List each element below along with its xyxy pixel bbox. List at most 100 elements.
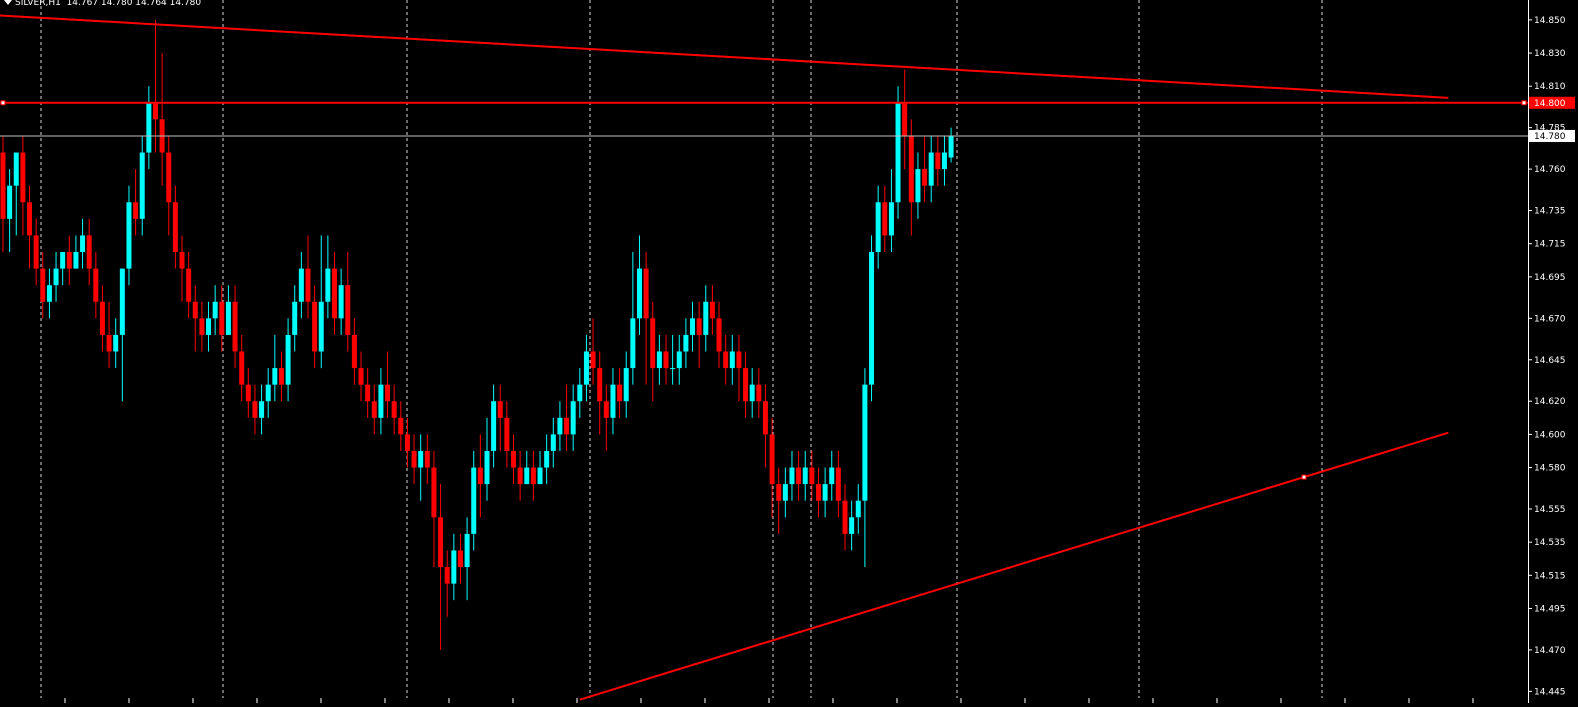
- candle: [769, 417, 775, 518]
- candle-body: [703, 301, 709, 335]
- candle: [126, 185, 132, 286]
- y-tick-label: 14.600: [1534, 430, 1566, 440]
- candle: [206, 301, 212, 352]
- candle-body: [411, 450, 417, 468]
- candle-body: [252, 401, 258, 418]
- candle-body: [225, 301, 231, 335]
- candle-body: [126, 202, 132, 269]
- candle: [676, 334, 682, 385]
- candle: [444, 550, 450, 617]
- candle: [743, 351, 749, 418]
- candle: [570, 384, 576, 451]
- candle: [762, 384, 768, 468]
- candle: [179, 235, 185, 302]
- y-tick-label: 14.580: [1534, 464, 1566, 474]
- level-handle[interactable]: [1521, 100, 1527, 106]
- candle: [908, 119, 914, 236]
- candle: [345, 252, 351, 352]
- candle: [285, 318, 291, 402]
- candle-body: [431, 467, 437, 518]
- candle-body: [815, 484, 821, 501]
- y-tick-label: 14.810: [1534, 82, 1566, 92]
- candle-body: [438, 517, 444, 568]
- candle: [869, 235, 875, 402]
- trendline-upper[interactable]: [0, 14, 1449, 99]
- candle-body: [789, 467, 795, 485]
- candle: [650, 301, 656, 402]
- candle-body: [152, 102, 158, 120]
- candle-body: [690, 318, 696, 335]
- candle: [385, 351, 391, 418]
- candle: [53, 252, 59, 302]
- candle: [922, 135, 928, 203]
- candle-body: [285, 334, 291, 385]
- candle: [471, 450, 477, 551]
- y-tick-label: 14.555: [1534, 505, 1566, 515]
- candle: [371, 384, 377, 435]
- candle-body: [40, 268, 46, 302]
- candle-body: [829, 467, 835, 485]
- candle-body: [80, 235, 86, 253]
- candle: [411, 434, 417, 485]
- candle: [365, 368, 371, 418]
- candle: [849, 500, 855, 551]
- trendline-handle[interactable]: [1301, 474, 1307, 480]
- candle: [484, 417, 490, 501]
- candle: [259, 384, 265, 435]
- candle-body: [597, 368, 603, 402]
- candle: [305, 235, 311, 319]
- candle: [504, 401, 510, 468]
- candle-layer: [0, 19, 954, 650]
- candle-body: [849, 517, 855, 534]
- candle: [935, 135, 941, 186]
- candle: [166, 135, 172, 236]
- candle-body: [670, 368, 676, 370]
- candle: [358, 351, 364, 402]
- candle-body: [66, 252, 72, 269]
- candle: [610, 368, 616, 435]
- candle: [511, 434, 517, 485]
- candle-body: [935, 152, 941, 170]
- candle: [146, 86, 152, 170]
- candle-body: [60, 252, 66, 269]
- candle-body: [530, 467, 536, 485]
- candle-body: [869, 252, 875, 385]
- y-tick-label: 14.535: [1534, 538, 1566, 548]
- candle: [186, 252, 192, 319]
- candle: [278, 351, 284, 402]
- candle: [835, 450, 841, 518]
- y-tick-label: 14.645: [1534, 356, 1566, 366]
- candle-body: [0, 152, 6, 219]
- candle: [325, 235, 331, 319]
- candle-body: [477, 467, 483, 485]
- chart-menu-arrow-icon[interactable]: [4, 0, 12, 5]
- trendline-layer[interactable]: [0, 14, 1528, 701]
- candle: [7, 169, 13, 253]
- candle-body: [590, 351, 596, 369]
- candle: [378, 368, 384, 435]
- candle-body: [424, 450, 430, 468]
- candle-body: [265, 384, 271, 402]
- candle-body: [471, 467, 477, 534]
- candle: [272, 334, 278, 402]
- y-tick-label: 14.715: [1534, 240, 1566, 250]
- candle: [888, 169, 894, 253]
- candle: [517, 450, 523, 501]
- y-tick-label: 14.495: [1534, 604, 1566, 614]
- candle-body: [756, 384, 762, 402]
- candle: [656, 334, 662, 385]
- candle-body: [418, 450, 424, 468]
- candle: [457, 533, 463, 584]
- candle-body: [650, 318, 656, 369]
- candle: [252, 384, 258, 435]
- candle-body: [206, 318, 212, 335]
- candle: [133, 169, 139, 236]
- candle: [13, 152, 19, 236]
- candle: [418, 434, 424, 501]
- candle: [537, 450, 543, 485]
- candle: [33, 218, 39, 286]
- level-handle[interactable]: [0, 100, 6, 106]
- candle: [557, 401, 563, 451]
